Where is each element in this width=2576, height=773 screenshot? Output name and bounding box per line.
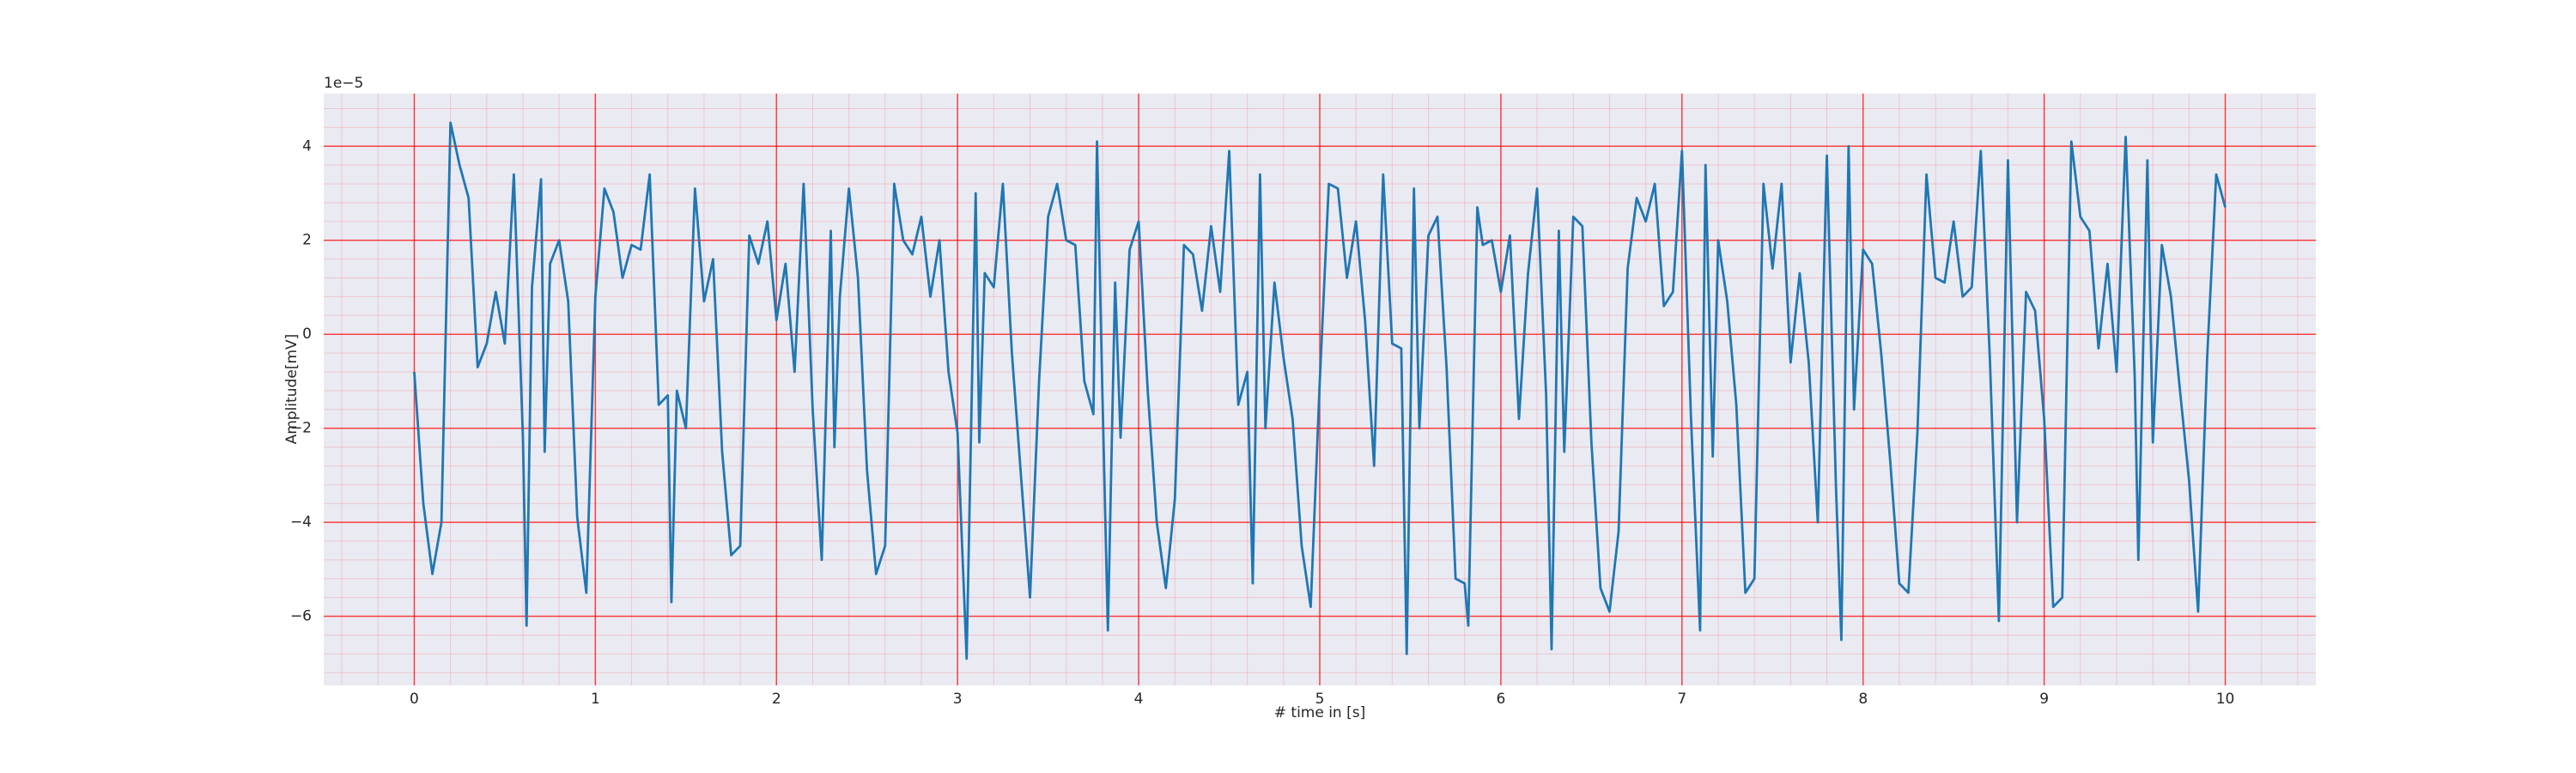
x-tick-label: 7 bbox=[1677, 691, 1686, 708]
series-line bbox=[413, 121, 2227, 660]
x-axis-label: # time in [s] bbox=[1274, 704, 1365, 721]
x-tick-label: 10 bbox=[2216, 691, 2235, 708]
series bbox=[413, 121, 2227, 660]
x-tick-label: 3 bbox=[953, 691, 963, 708]
y-tick-label: −6 bbox=[290, 608, 312, 625]
x-tick-label: 0 bbox=[410, 691, 419, 708]
y-axis-label: Amplitude[mV] bbox=[283, 334, 301, 445]
y-tick-label: 2 bbox=[302, 232, 312, 249]
x-tick-label: 6 bbox=[1496, 691, 1505, 708]
labels: 0 1 2 3 4 5 6 7 8 9 10 −6 −4 −2 0 2 4 bbox=[290, 137, 2234, 708]
y-tick-label: 4 bbox=[302, 137, 312, 155]
y-tick-label: 0 bbox=[302, 326, 312, 343]
x-tick-label: 2 bbox=[772, 691, 781, 708]
x-tick-label: 8 bbox=[1858, 691, 1868, 708]
y-tick-label: −4 bbox=[290, 514, 312, 531]
x-tick-label: 5 bbox=[1315, 691, 1325, 708]
x-tick-label: 9 bbox=[2039, 691, 2049, 708]
offset-label: 1e−5 bbox=[324, 75, 363, 92]
x-tick-label: 1 bbox=[591, 691, 600, 708]
y-tick-label: −2 bbox=[290, 420, 312, 437]
x-tick-label: 4 bbox=[1134, 691, 1144, 708]
